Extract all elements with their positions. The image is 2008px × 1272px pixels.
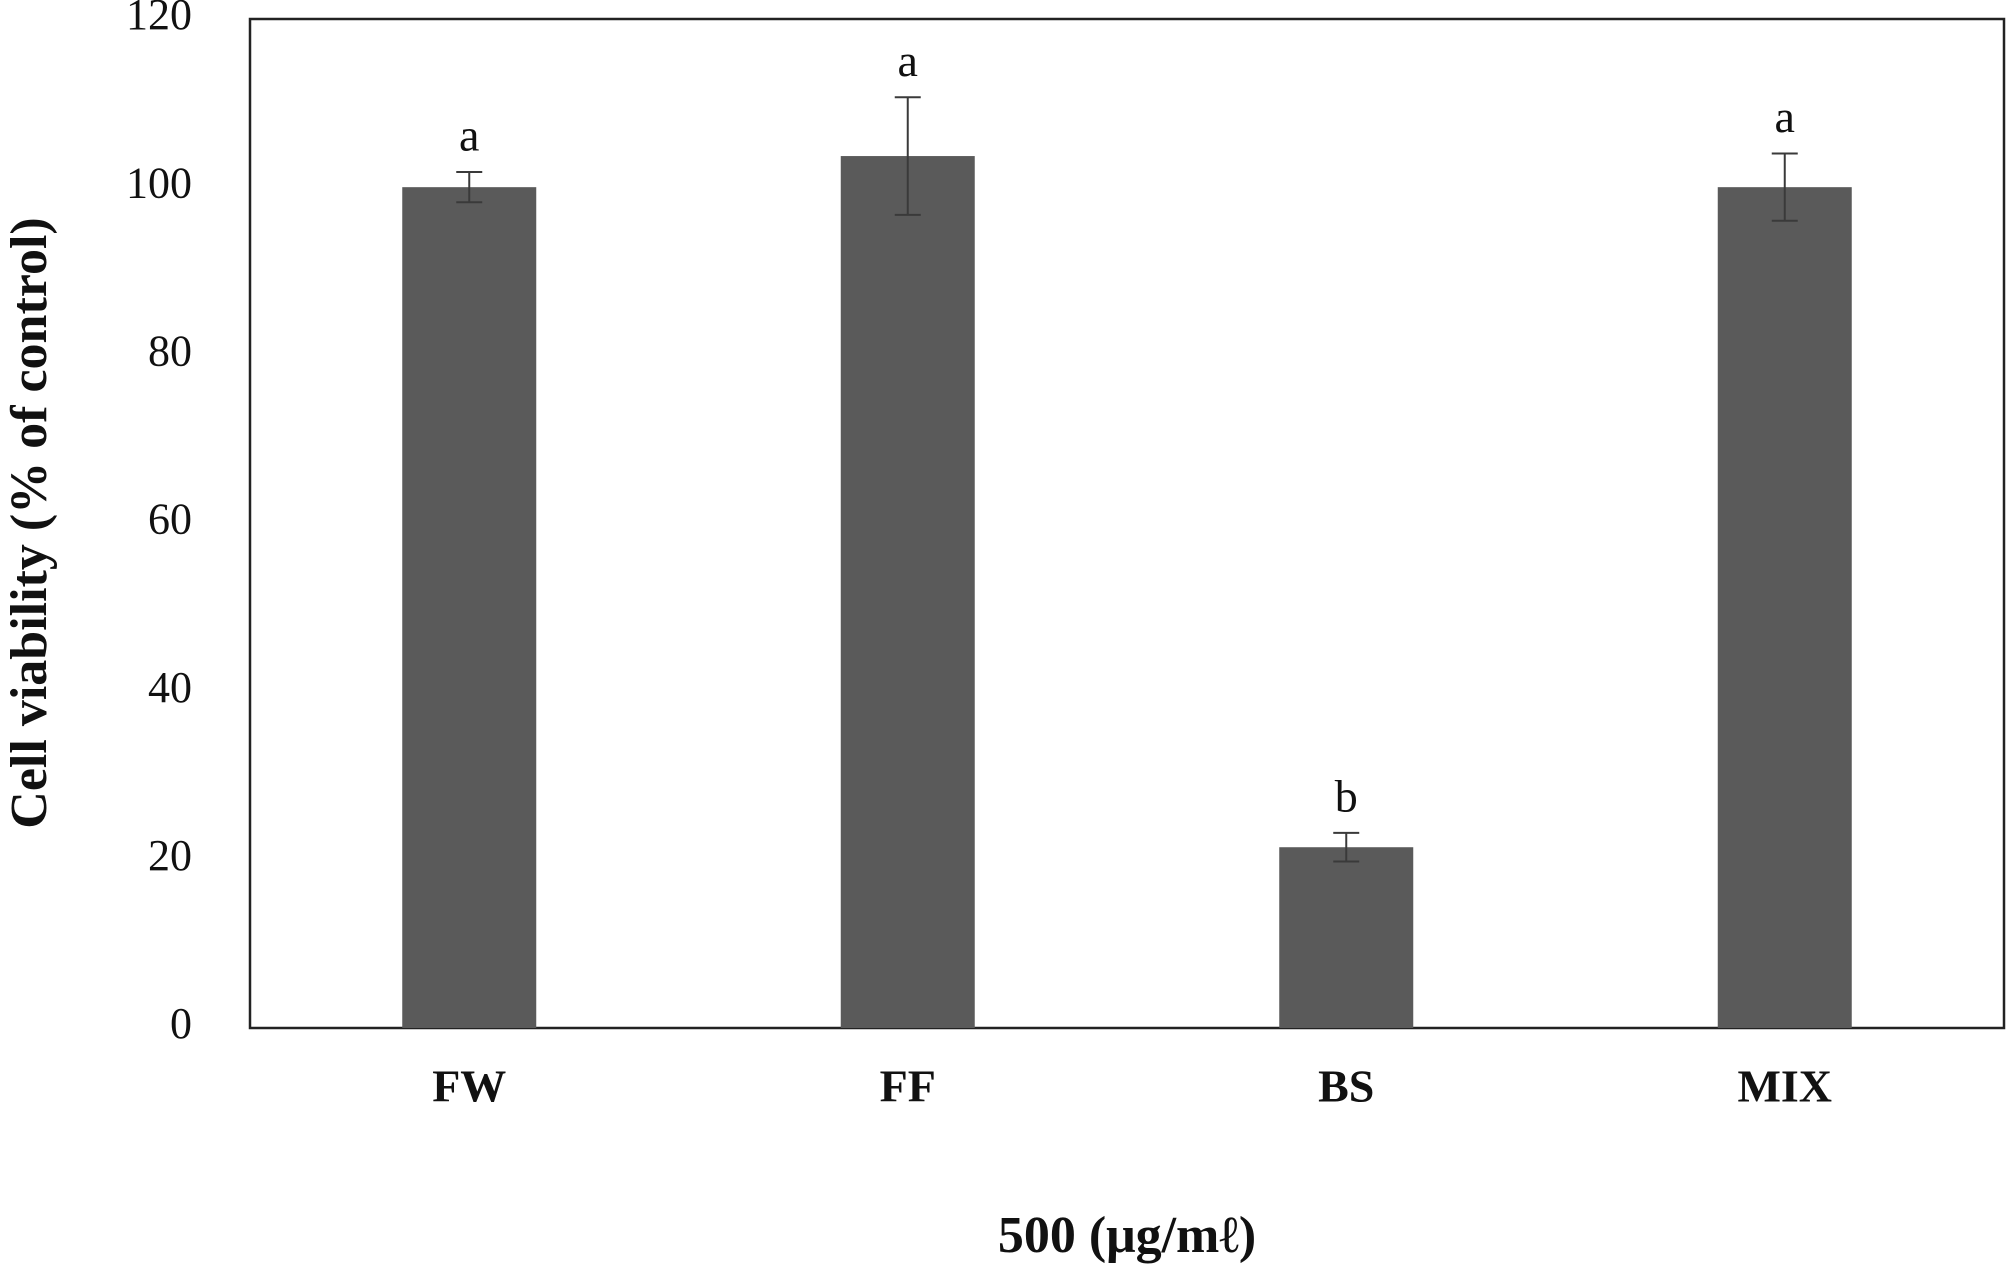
bar — [1717, 187, 1852, 1028]
y-axis-title: Cell viability (% of control) — [1, 217, 58, 828]
annotation: a — [898, 35, 918, 86]
bar — [402, 187, 537, 1028]
y-tick-label: 0 — [170, 999, 192, 1048]
y-tick-label: 40 — [148, 663, 192, 712]
x-axis-title: 500 (μg/mℓ) — [998, 1207, 1256, 1264]
y-tick-label: 20 — [148, 831, 192, 880]
annotation: a — [459, 110, 479, 161]
y-tick-label: 100 — [126, 158, 192, 207]
error-bar — [1771, 152, 1798, 222]
y-tick-label: 80 — [148, 326, 192, 375]
annotation: b — [1335, 770, 1358, 821]
error-bar — [894, 96, 921, 216]
x-tick-label: FF — [880, 1061, 936, 1112]
bar — [840, 156, 975, 1028]
x-tick-label: BS — [1318, 1061, 1374, 1112]
y-tick-label: 60 — [148, 495, 192, 544]
error-bar — [456, 171, 483, 204]
error-bar — [1333, 831, 1360, 863]
y-tick-label: 120 — [126, 0, 192, 39]
x-tick-label: FW — [432, 1061, 506, 1112]
annotation: a — [1775, 91, 1795, 142]
x-tick-label: MIX — [1737, 1061, 1832, 1112]
bar — [1279, 847, 1414, 1028]
